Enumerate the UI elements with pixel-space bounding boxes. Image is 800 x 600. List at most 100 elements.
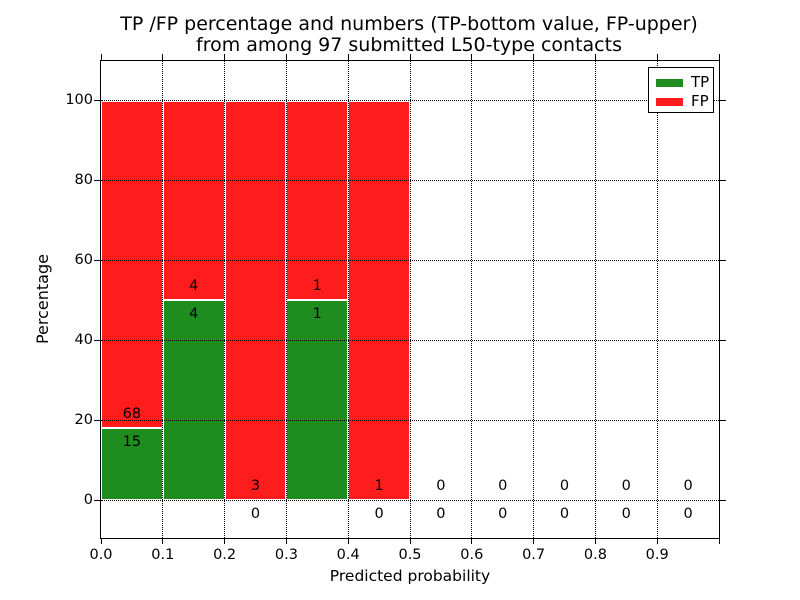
bar-tp-count-label: 4: [189, 306, 199, 323]
x-tick-mark: [533, 538, 535, 544]
x-tick-mark: [594, 538, 596, 544]
plot-area: Predicted probability Percentage TP FP 68…: [33, 54, 726, 585]
x-tick-mark: [224, 538, 226, 544]
bar-tp-count-label: 0: [374, 506, 384, 523]
x-tick-label: 0.7: [522, 547, 546, 563]
bar-tp-count-label: 0: [436, 506, 446, 523]
bar-fp-count-label: 0: [498, 478, 508, 495]
bar-tp-count-label: 0: [498, 506, 508, 523]
y-tick-mark: [94, 339, 100, 341]
gridline-horizontal: [101, 180, 719, 182]
x-tick-mark-top: [718, 54, 720, 60]
bar-tp-segment: [162, 300, 225, 501]
x-tick-mark: [285, 538, 287, 544]
legend-item-fp: FP: [656, 92, 713, 111]
y-tick-mark: [94, 419, 100, 421]
legend-label-fp: FP: [691, 92, 709, 110]
x-tick-mark-top: [285, 54, 287, 60]
x-tick-label: 0.2: [213, 547, 237, 563]
gridline-vertical: [533, 61, 535, 538]
bar-fp-count-label: 0: [683, 478, 693, 495]
bar-fp-count-label: 4: [189, 278, 199, 295]
bar-tp-count-label: 0: [250, 506, 261, 523]
x-tick-label: 0.5: [398, 547, 422, 563]
x-tick-mark: [100, 538, 102, 544]
y-tick-mark-right: [720, 419, 726, 421]
y-tick-mark-right: [720, 499, 726, 501]
x-tick-label: 0.0: [89, 547, 113, 563]
bar-fp-count-label: 3: [250, 478, 261, 495]
bar-tp-count-label: 0: [683, 506, 693, 523]
chart-title-line2: from among 97 submitted L50-type contact…: [196, 34, 622, 56]
x-tick-label: 0.6: [460, 547, 484, 563]
x-tick-label: 0.9: [645, 547, 669, 563]
gridline-vertical: [224, 61, 226, 538]
x-tick-mark-top: [224, 54, 226, 60]
y-tick-label: 20: [74, 411, 93, 428]
gridline-horizontal: [101, 260, 719, 262]
legend-swatch-fp: [656, 97, 683, 106]
bar-fp-segment: [101, 100, 163, 428]
x-tick-label: 0.4: [336, 547, 360, 563]
x-tick-mark-top: [471, 54, 473, 60]
x-tick-label: 0.3: [274, 547, 298, 563]
x-axis-label: Predicted probability: [329, 567, 491, 585]
bar-tp-segment: [286, 300, 349, 501]
y-tick-mark-right: [720, 260, 726, 262]
legend-item-tp: TP: [656, 73, 713, 92]
x-tick-mark: [347, 538, 349, 544]
x-tick-mark-top: [594, 54, 596, 60]
y-tick-label: 100: [65, 92, 93, 109]
bar-tp-count-label: 0: [559, 506, 570, 523]
x-tick-mark-top: [162, 54, 164, 60]
x-tick-mark-top: [533, 54, 535, 60]
gridline-horizontal: [101, 100, 719, 102]
x-tick-mark: [162, 538, 164, 544]
bar-tp-count-label: 1: [312, 306, 322, 323]
bar-fp-count-label: 0: [559, 478, 570, 495]
y-tick-label: 80: [74, 172, 93, 189]
y-tick-mark: [94, 260, 100, 262]
y-tick-mark: [94, 100, 100, 102]
bar-fp-count-label: 1: [374, 478, 384, 495]
bar-fp-segment: [348, 100, 410, 501]
y-tick-mark: [94, 180, 100, 182]
gridline-vertical: [347, 61, 349, 538]
y-tick-label: 40: [74, 331, 93, 348]
chart-title: TP /FP percentage and numbers (TP-bottom…: [100, 14, 718, 56]
gridline-horizontal: [101, 499, 719, 501]
chart-title-line1: TP /FP percentage and numbers (TP-bottom…: [120, 13, 698, 35]
gridline-vertical: [594, 61, 596, 538]
x-tick-mark-top: [656, 54, 658, 60]
y-axis-label: Percentage: [33, 254, 52, 345]
gridline-vertical: [285, 61, 287, 538]
x-tick-mark: [409, 538, 411, 544]
x-tick-mark: [471, 538, 473, 544]
y-tick-mark-right: [720, 100, 726, 102]
bar-tp-count-label: 15: [122, 433, 142, 450]
legend: TP FP: [648, 67, 714, 113]
y-tick-label: 0: [83, 491, 93, 508]
x-tick-label: 0.1: [151, 547, 175, 563]
bar-tp-segment: [101, 427, 163, 501]
y-tick-label: 60: [74, 252, 93, 269]
x-tick-label: 0.8: [583, 547, 607, 563]
bar-fp-segment: [286, 100, 349, 301]
y-tick-mark-right: [720, 339, 726, 341]
gridline-vertical: [656, 61, 658, 538]
bar-fp-count-label: 1: [312, 278, 322, 295]
bar-fp-count-label: 0: [621, 478, 631, 495]
gridline-vertical: [471, 61, 473, 538]
x-tick-mark-top: [347, 54, 349, 60]
bar-tp-count-label: 0: [621, 506, 631, 523]
x-tick-mark-top: [100, 54, 102, 60]
legend-label-tp: TP: [691, 73, 710, 91]
legend-swatch-tp: [656, 78, 683, 87]
bar-fp-count-label: 68: [122, 405, 142, 422]
y-tick-mark: [94, 499, 100, 501]
x-tick-mark: [718, 538, 720, 544]
gridline-vertical: [162, 61, 164, 538]
bar-fp-segment: [162, 100, 225, 301]
gridline-horizontal: [101, 419, 719, 421]
